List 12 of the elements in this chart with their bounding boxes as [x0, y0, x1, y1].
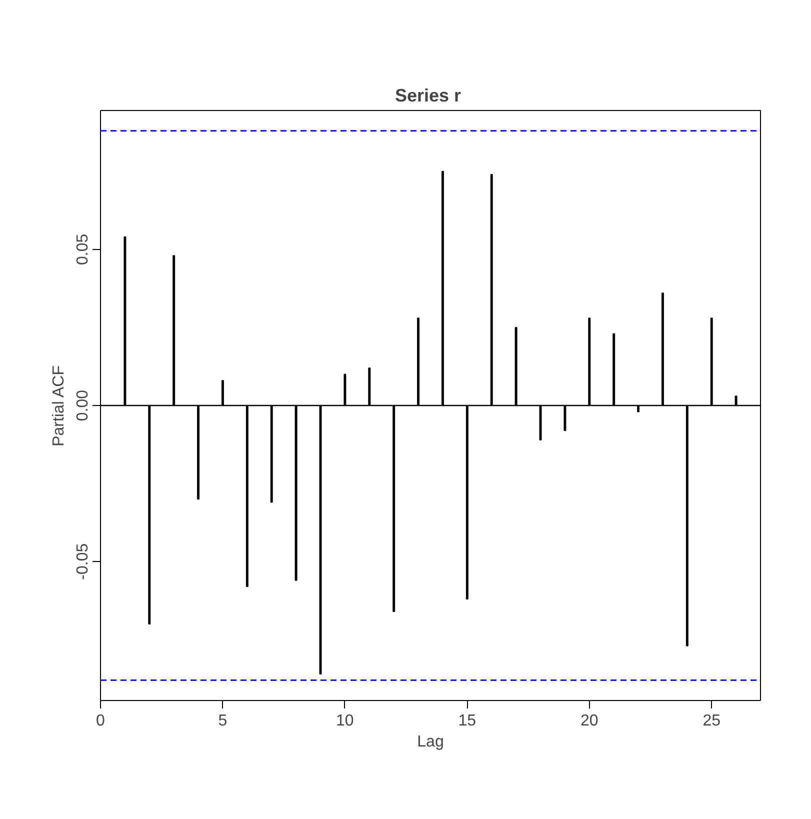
- x-tick-label: 20: [580, 712, 598, 730]
- y-tick-label: 0.00: [74, 390, 92, 422]
- chart-title: Series r: [394, 86, 462, 106]
- x-axis-title: Lag: [417, 734, 444, 750]
- x-tick-label: 5: [218, 712, 228, 730]
- x-tick-label: 25: [702, 712, 721, 730]
- x-tick-label: 15: [458, 712, 476, 730]
- x-tick-label: 10: [336, 712, 354, 730]
- x-tick-label: 0: [96, 712, 106, 730]
- y-axis-title: Partial ACF: [50, 365, 68, 446]
- y-tick-label: -0.05: [74, 543, 92, 580]
- y-tick-label: 0.05: [74, 234, 92, 265]
